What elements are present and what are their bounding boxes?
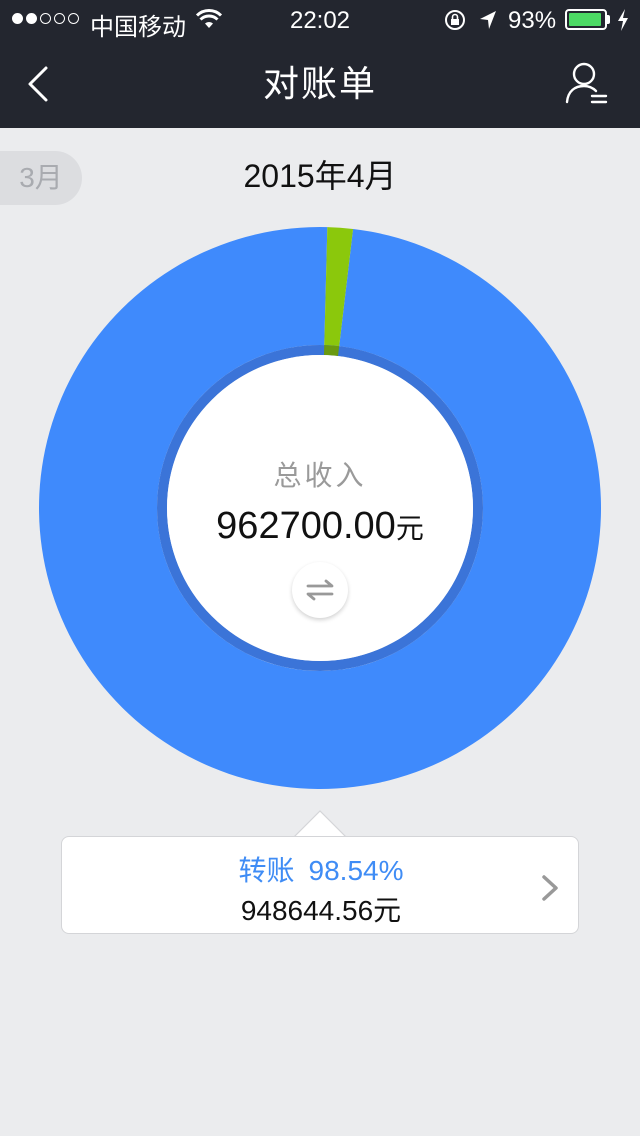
signal-strength-icon bbox=[12, 13, 79, 24]
total-income-label: 总收入 bbox=[273, 460, 367, 491]
wifi-icon bbox=[195, 8, 223, 37]
battery-icon bbox=[565, 9, 607, 30]
carrier-name: 中国移动 bbox=[90, 14, 186, 41]
battery-percent: 93% bbox=[508, 7, 557, 34]
chevron-left-icon bbox=[28, 66, 48, 102]
rotation-lock-icon bbox=[444, 9, 466, 38]
category-name: 转账 bbox=[238, 855, 295, 886]
location-arrow-icon bbox=[478, 9, 498, 38]
previous-month-button[interactable]: 3月 bbox=[0, 151, 82, 205]
total-income-value: 962700.00 bbox=[216, 505, 396, 547]
user-menu-icon bbox=[565, 62, 608, 104]
status-time: 22:02 bbox=[289, 7, 351, 34]
month-title: 2015年4月 bbox=[243, 158, 397, 194]
donut-small-slice-ring-tip bbox=[324, 345, 340, 357]
top-bar: 中国移动 22:02 93% bbox=[0, 0, 640, 128]
donut-inner-ring bbox=[157, 345, 483, 671]
status-bar: 中国移动 22:02 93% bbox=[0, 0, 640, 41]
category-amount: 948644.56元 bbox=[240, 895, 402, 926]
chevron-right-icon bbox=[542, 875, 558, 901]
user-menu-button[interactable] bbox=[562, 58, 612, 108]
charging-bolt-icon bbox=[616, 8, 630, 39]
donut-slice-其他[interactable] bbox=[324, 227, 354, 347]
swap-arrows-icon bbox=[306, 579, 334, 601]
total-income-unit: 元 bbox=[395, 513, 424, 544]
category-percent: 98.54% bbox=[308, 855, 404, 886]
total-income-amount: 962700.00元 bbox=[0, 505, 640, 548]
battery-fill bbox=[569, 13, 601, 26]
card-pointer bbox=[294, 810, 346, 838]
page-title: 对账单 bbox=[262, 63, 377, 104]
income-donut-chart[interactable] bbox=[39, 227, 601, 789]
back-button[interactable] bbox=[20, 60, 60, 108]
category-detail-card[interactable]: 转账 98.54% 948644.56元 bbox=[61, 836, 579, 934]
donut-center bbox=[167, 355, 473, 661]
donut-slice-转账[interactable] bbox=[39, 227, 601, 789]
switch-view-button[interactable] bbox=[292, 562, 348, 618]
category-line: 转账 98.54% bbox=[62, 849, 580, 889]
